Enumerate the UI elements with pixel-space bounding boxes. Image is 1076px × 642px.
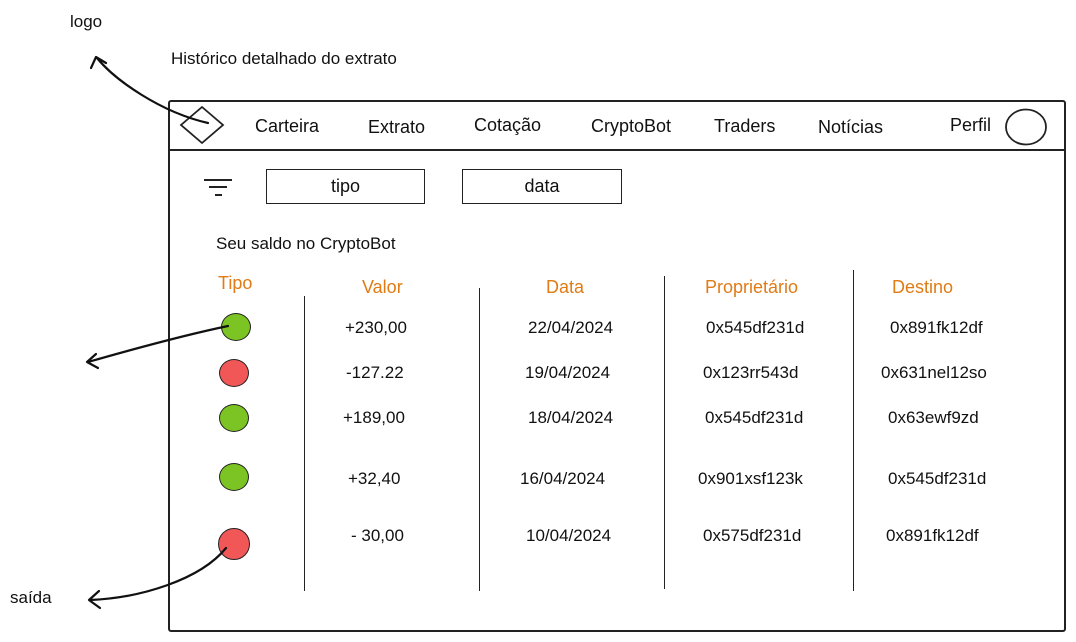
logo-annotation: logo <box>70 12 103 31</box>
filter-type-button[interactable]: tipo <box>266 169 425 204</box>
cell-data: 10/04/2024 <box>526 526 612 545</box>
nav-item-carteira[interactable]: Carteira <box>255 116 320 136</box>
app-frame <box>168 100 1066 632</box>
page-subtitle: Histórico detalhado do extrato <box>171 49 397 68</box>
cell-destino: 0x631nel12so <box>881 363 987 382</box>
cell-data: 19/04/2024 <box>525 363 611 382</box>
type-indicator-dot <box>219 463 249 491</box>
header-tipo: Tipo <box>218 273 253 293</box>
profile-avatar-icon[interactable] <box>1003 107 1049 147</box>
nav-item-extrato[interactable]: Extrato <box>368 117 426 137</box>
balance-label: Seu saldo no CryptoBot <box>216 234 396 253</box>
nav-item-cotacao[interactable]: Cotação <box>474 115 542 135</box>
cell-destino: 0x891fk12df <box>890 318 983 337</box>
type-indicator-dot <box>218 528 250 560</box>
cell-proprietario: 0x575df231d <box>703 526 802 545</box>
cell-proprietario: 0x545df231d <box>706 318 805 337</box>
column-divider <box>853 270 854 591</box>
cell-data: 16/04/2024 <box>520 469 606 488</box>
type-indicator-dot <box>219 359 249 387</box>
filter-icon[interactable] <box>202 174 234 202</box>
cell-valor: +32,40 <box>348 469 401 488</box>
header-valor: Valor <box>362 277 403 297</box>
header-destino: Destino <box>892 277 954 297</box>
cell-destino: 0x63ewf9zd <box>888 408 979 427</box>
navbar-divider <box>168 149 1066 151</box>
nav-item-noticias[interactable]: Notícias <box>818 117 884 137</box>
nav-item-traders[interactable]: Traders <box>714 116 776 136</box>
cell-proprietario: 0x545df231d <box>705 408 804 427</box>
cell-proprietario: 0x901xsf123k <box>698 469 803 488</box>
cell-valor: -127.22 <box>346 363 404 382</box>
cell-valor: - 30,00 <box>351 526 404 545</box>
cell-valor: +189,00 <box>343 408 405 427</box>
cell-data: 22/04/2024 <box>528 318 614 337</box>
header-proprietario: Proprietário <box>705 277 799 297</box>
diamond-logo-icon[interactable] <box>178 104 226 146</box>
header-data: Data <box>546 277 585 297</box>
column-divider <box>479 288 480 591</box>
column-divider <box>664 276 665 589</box>
type-indicator-dot <box>219 404 249 432</box>
cell-valor: +230,00 <box>345 318 407 337</box>
filter-type-label: tipo <box>330 176 361 196</box>
cell-proprietario: 0x123rr543d <box>703 363 799 382</box>
nav-item-cryptobot[interactable]: CryptoBot <box>591 116 672 136</box>
cell-data: 18/04/2024 <box>528 408 614 427</box>
cell-destino: 0x545df231d <box>888 469 987 488</box>
exit-annotation: saída <box>10 588 52 607</box>
type-indicator-dot <box>221 313 251 341</box>
nav-item-perfil[interactable]: Perfil <box>950 115 992 135</box>
filter-date-button[interactable]: data <box>462 169 622 204</box>
cell-destino: 0x891fk12df <box>886 526 979 545</box>
column-divider <box>304 296 305 591</box>
filter-date-label: data <box>524 176 560 196</box>
